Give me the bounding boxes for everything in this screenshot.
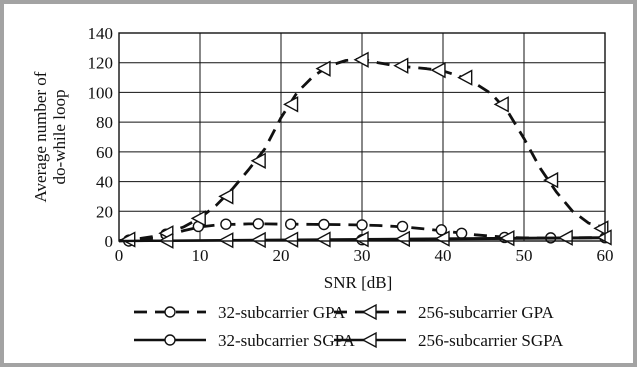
data-point-marker bbox=[393, 57, 409, 74]
series-3 bbox=[118, 51, 609, 248]
x-axis-label: SNR [dB] bbox=[324, 273, 392, 292]
data-point-marker bbox=[543, 171, 559, 189]
y-axis-label: Average number of do-while loop bbox=[31, 71, 69, 202]
data-point-marker bbox=[190, 210, 206, 227]
legend-label: 32-subcarrier SGPA bbox=[218, 331, 355, 350]
x-tick-label: 40 bbox=[435, 246, 452, 265]
legend-item: 32-subcarrier GPA bbox=[134, 303, 346, 322]
data-point-marker bbox=[220, 218, 232, 230]
data-point-marker bbox=[315, 60, 331, 77]
legend-marker bbox=[164, 306, 176, 318]
data-point-marker bbox=[430, 61, 446, 79]
data-point-marker bbox=[435, 224, 448, 236]
legend-item: 256-subcarrier GPA bbox=[334, 303, 555, 322]
y-tick-label: 80 bbox=[96, 113, 113, 132]
x-tick-label: 30 bbox=[354, 246, 371, 265]
data-point-marker bbox=[434, 230, 450, 247]
data-point-marker bbox=[285, 218, 297, 230]
data-point-marker bbox=[318, 218, 330, 231]
legend-label: 32-subcarrier GPA bbox=[218, 303, 346, 322]
x-tick-label: 20 bbox=[273, 246, 290, 265]
y-tick-label: 120 bbox=[88, 54, 114, 73]
data-point-marker bbox=[315, 231, 331, 248]
data-point-marker bbox=[252, 218, 265, 230]
data-point-marker bbox=[353, 51, 369, 68]
x-tick-label: 10 bbox=[192, 246, 209, 265]
y-axis-label-line2: do-while loop bbox=[50, 90, 69, 185]
x-tick-label: 50 bbox=[516, 246, 533, 265]
data-point-marker bbox=[396, 220, 409, 233]
data-point-marker bbox=[457, 69, 473, 86]
data-point-marker bbox=[394, 230, 411, 248]
legend-item: 32-subcarrier SGPA bbox=[134, 331, 355, 350]
y-tick-label: 20 bbox=[96, 202, 113, 221]
data-point-marker bbox=[250, 152, 266, 169]
data-point-marker bbox=[356, 219, 368, 231]
data-point-marker bbox=[557, 229, 573, 246]
y-tick-label: 40 bbox=[96, 173, 113, 192]
data-point-marker bbox=[218, 188, 234, 205]
x-tick-label: 60 bbox=[597, 246, 614, 265]
legend-marker bbox=[164, 334, 176, 346]
y-tick-label: 140 bbox=[88, 24, 114, 43]
data-point-marker bbox=[120, 231, 136, 248]
data-point-marker bbox=[283, 96, 299, 113]
data-point-marker bbox=[493, 96, 509, 113]
legend-marker bbox=[361, 331, 377, 349]
legend-item: 256-subcarrier SGPA bbox=[334, 331, 564, 350]
data-point-marker bbox=[455, 227, 468, 239]
y-axis-label-line1: Average number of bbox=[31, 71, 50, 202]
data-point-marker bbox=[250, 231, 266, 249]
y-tick-label: 60 bbox=[96, 143, 113, 162]
legend: 32-subcarrier GPA 256-subcarrier GPA 32-su… bbox=[134, 303, 564, 350]
legend-marker bbox=[361, 303, 377, 321]
data-point-marker bbox=[218, 232, 234, 249]
data-point-marker bbox=[353, 231, 369, 248]
legend-label: 256-subcarrier GPA bbox=[418, 303, 555, 322]
series-layer bbox=[118, 51, 612, 249]
data-point-marker bbox=[283, 231, 299, 248]
x-tick-label: 0 bbox=[115, 246, 124, 265]
legend-label: 256-subcarrier SGPA bbox=[418, 331, 564, 350]
tick-labels: 0 10 20 30 40 50 60 0 20 40 60 80 100 120 140 bbox=[88, 24, 614, 265]
y-tick-label: 100 bbox=[88, 83, 114, 102]
plot-border bbox=[118, 32, 606, 242]
y-tick-label: 0 bbox=[105, 232, 114, 251]
